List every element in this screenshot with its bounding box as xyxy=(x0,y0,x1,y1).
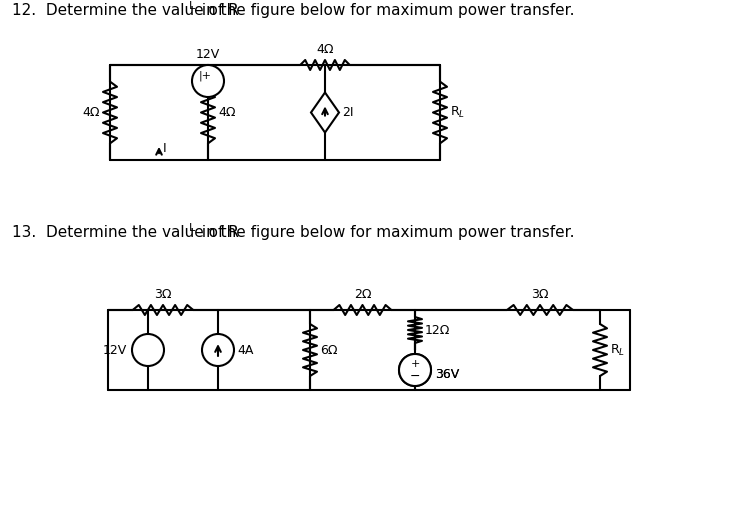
Text: in the figure below for maximum power transfer.: in the figure below for maximum power tr… xyxy=(197,3,575,18)
Text: 3Ω: 3Ω xyxy=(532,288,549,301)
Text: R$_L$: R$_L$ xyxy=(450,105,465,120)
Text: 12V: 12V xyxy=(103,343,127,357)
Text: R$_L$: R$_L$ xyxy=(610,342,625,358)
Circle shape xyxy=(202,334,234,366)
Circle shape xyxy=(132,334,164,366)
Text: I: I xyxy=(163,142,167,155)
Text: −: − xyxy=(409,370,420,383)
Polygon shape xyxy=(311,92,339,132)
Text: 2I: 2I xyxy=(342,106,354,119)
Text: 3Ω: 3Ω xyxy=(155,288,172,301)
Text: L: L xyxy=(189,1,195,11)
Circle shape xyxy=(399,354,431,386)
Text: 4Ω: 4Ω xyxy=(218,106,235,119)
Text: 6Ω: 6Ω xyxy=(320,343,338,357)
Circle shape xyxy=(192,65,224,97)
Text: 4Ω: 4Ω xyxy=(316,43,334,56)
Text: 36V: 36V xyxy=(435,368,459,381)
Text: 36V: 36V xyxy=(435,368,459,381)
Text: L: L xyxy=(189,223,195,233)
Text: 12.  Determine the value of R: 12. Determine the value of R xyxy=(12,3,239,18)
Text: 2Ω: 2Ω xyxy=(354,288,371,301)
Text: −: − xyxy=(409,370,420,383)
Text: 12Ω: 12Ω xyxy=(425,324,450,336)
Text: 4Ω: 4Ω xyxy=(82,106,100,119)
Text: +: + xyxy=(410,360,420,369)
Circle shape xyxy=(399,354,431,386)
Text: +: + xyxy=(410,360,420,369)
Text: in the figure below for maximum power transfer.: in the figure below for maximum power tr… xyxy=(197,225,575,240)
Text: |+: |+ xyxy=(198,70,212,81)
Text: 12V: 12V xyxy=(196,48,220,61)
Text: 13.  Determine the value of R: 13. Determine the value of R xyxy=(12,225,239,240)
Text: 4A: 4A xyxy=(237,343,253,357)
